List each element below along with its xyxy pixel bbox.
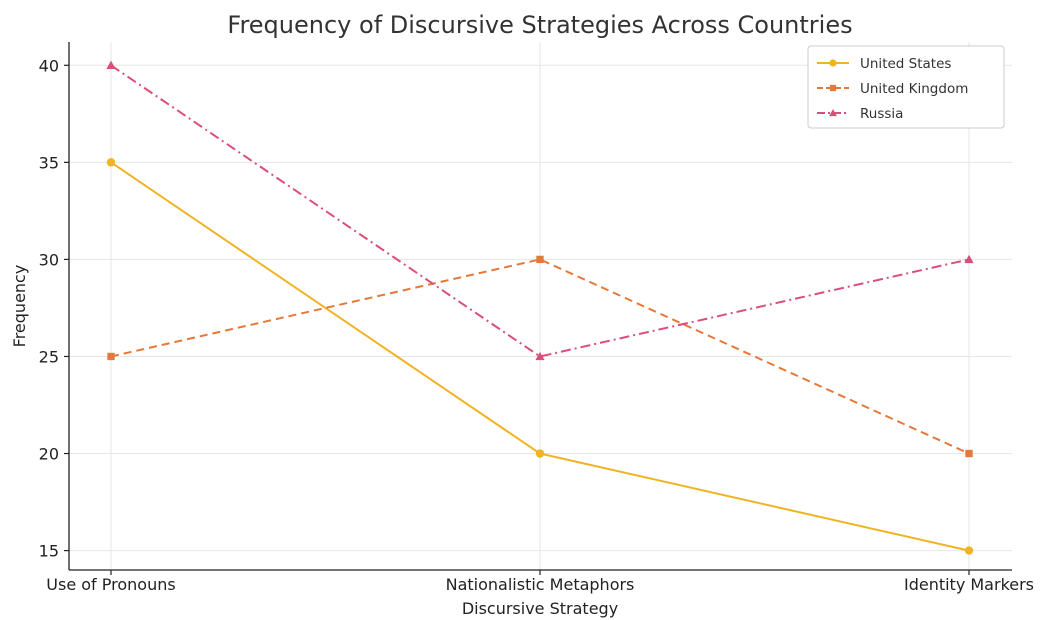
y-tick-label: 40: [39, 56, 59, 75]
data-point-united-kingdom: [107, 352, 115, 361]
data-point-united-states: [964, 546, 974, 555]
data-point-united-kingdom: [536, 255, 544, 264]
legend-label: United Kingdom: [860, 81, 968, 97]
series-line-united-kingdom: [110, 258, 970, 455]
data-point-united-kingdom: [965, 449, 973, 458]
series-united-kingdom: [107, 255, 973, 458]
data-point-russia: [106, 60, 116, 69]
y-tick-label: 20: [39, 445, 59, 464]
chart-title: Frequency of Discursive Strategies Acros…: [227, 11, 852, 39]
legend-label: Russia: [860, 106, 903, 122]
data-point-united-states: [535, 449, 545, 458]
legend-marker: [829, 84, 837, 92]
legend-item-russia: Russia: [817, 106, 903, 122]
y-tick-label: 30: [39, 250, 59, 269]
legend-label: United States: [860, 56, 951, 72]
y-tick-label: 25: [39, 347, 59, 366]
data-point-russia: [535, 351, 545, 361]
legend-marker: [829, 59, 837, 67]
series-united-states: [106, 158, 974, 555]
data-point-united-states: [106, 158, 116, 167]
y-tick-label: 35: [39, 153, 59, 172]
x-tick-label: Nationalistic Metaphors: [446, 575, 635, 594]
legend-marker: [829, 109, 837, 117]
legend-item-united-kingdom: United Kingdom: [817, 81, 968, 97]
y-tick-label: 15: [39, 542, 59, 561]
legend: United States United Kingdom Russia: [807, 45, 1005, 129]
legend-box: [807, 45, 1005, 129]
series-russia: [106, 60, 974, 361]
x-tick-label: Identity Markers: [904, 575, 1034, 594]
data-point-russia: [964, 254, 974, 264]
x-axis-label: Discursive Strategy: [462, 599, 618, 618]
y-axis-label: Frequency: [10, 265, 29, 348]
y-ticks: 15 20 25 30 35 40: [39, 56, 69, 561]
series: [106, 60, 974, 555]
x-ticks: Use of Pronouns Nationalistic Metaphors Id…: [46, 570, 1034, 594]
legend-item-united-states: United States: [817, 56, 951, 72]
x-tick-label: Use of Pronouns: [46, 575, 175, 594]
